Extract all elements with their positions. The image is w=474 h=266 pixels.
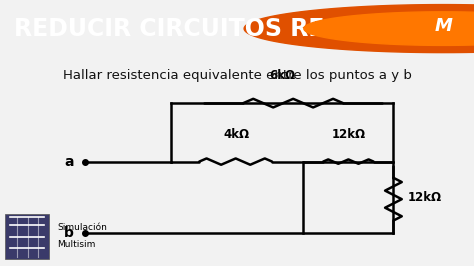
FancyBboxPatch shape bbox=[5, 214, 48, 259]
Text: 4kΩ: 4kΩ bbox=[224, 128, 250, 141]
Text: 12kΩ: 12kΩ bbox=[408, 191, 442, 203]
Text: M: M bbox=[434, 17, 452, 35]
Polygon shape bbox=[244, 5, 474, 53]
Polygon shape bbox=[304, 12, 474, 45]
Text: Hallar resistencia equivalente entre los puntos a y b: Hallar resistencia equivalente entre los… bbox=[63, 69, 411, 82]
Text: 6kΩ: 6kΩ bbox=[269, 69, 295, 82]
Text: a: a bbox=[64, 155, 73, 169]
Text: REDUCIR CIRCUITOS REQ: REDUCIR CIRCUITOS REQ bbox=[14, 16, 345, 41]
Text: Multisim: Multisim bbox=[57, 240, 95, 249]
Text: b: b bbox=[64, 226, 73, 240]
Text: Simulación: Simulación bbox=[57, 223, 107, 232]
Text: 12kΩ: 12kΩ bbox=[331, 128, 365, 141]
